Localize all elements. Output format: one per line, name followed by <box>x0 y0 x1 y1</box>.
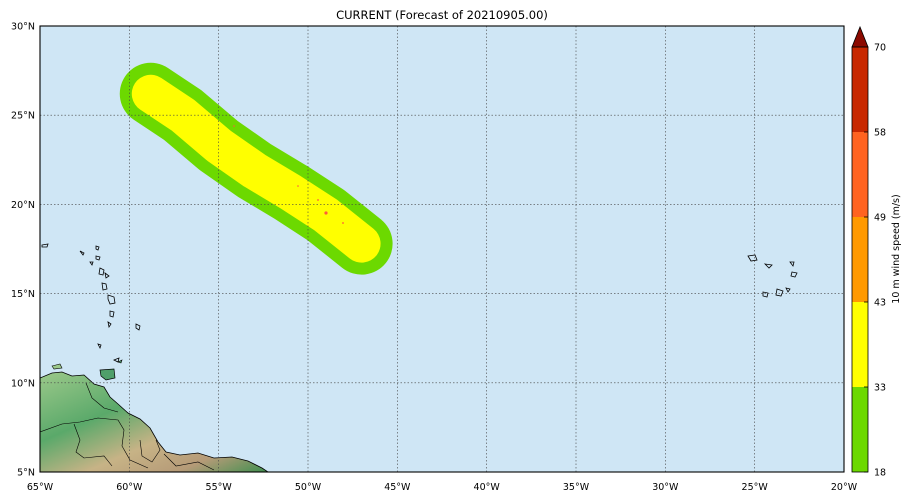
colorbar-tick-label: 49 <box>874 213 886 224</box>
lat-tick-label: 5°N <box>17 468 35 479</box>
lon-tick-label: 60°W <box>116 482 143 493</box>
colorbar-segment <box>852 132 868 217</box>
latitude-tick-labels: 30°N 25°N 20°N 15°N 10°N 5°N <box>11 22 35 479</box>
colorbar: 18 33 43 49 58 70 <box>851 25 886 479</box>
lon-tick-label: 30°W <box>652 482 679 493</box>
colorbar-label: 10 m wind speed (m/s) <box>891 194 902 303</box>
lon-tick-label: 25°W <box>742 482 769 493</box>
country-border-5 <box>73 423 113 467</box>
colorbar-segment <box>852 387 868 472</box>
colorbar-tick-label: 58 <box>874 128 886 139</box>
colorbar-segment <box>852 302 868 387</box>
colorbar-extend-max <box>851 25 869 48</box>
island-trinidad <box>99 368 116 381</box>
map-frame <box>39 25 845 473</box>
colorbar-tick-label: 18 <box>874 468 886 479</box>
lon-tick-label: 50°W <box>295 482 322 493</box>
country-border-2 <box>40 417 149 469</box>
lat-tick-label: 20°N <box>11 200 35 211</box>
lon-tick-label: 55°W <box>206 482 233 493</box>
lesser-antilles <box>41 243 141 363</box>
land-south-america <box>40 371 269 472</box>
graticule <box>40 26 844 472</box>
island-tobago <box>117 359 123 364</box>
country-border-4 <box>163 453 215 471</box>
lat-tick-label: 30°N <box>11 22 35 33</box>
wind-swath <box>119 62 393 275</box>
lat-tick-label: 15°N <box>11 289 35 300</box>
country-border-3 <box>139 439 161 463</box>
wind-band-33 <box>131 74 381 263</box>
map-title: CURRENT (Forecast of 20210905.00) <box>336 8 548 22</box>
wind-speckles <box>233 125 344 224</box>
cape-verde-islands <box>747 254 798 298</box>
country-border-1 <box>85 382 119 413</box>
colorbar-frame <box>851 46 869 473</box>
colorbar-tick-label: 33 <box>874 383 886 394</box>
colorbar-tick-label: 70 <box>874 43 886 54</box>
lon-tick-label: 40°W <box>474 482 501 493</box>
lat-tick-label: 10°N <box>11 378 35 389</box>
colorbar-tick-label: 43 <box>874 298 886 309</box>
colorbar-segment <box>852 217 868 302</box>
lon-tick-label: 20°W <box>831 482 858 493</box>
longitude-tick-labels: 65°W 60°W 55°W 50°W 45°W 40°W 35°W 30°W 25°W 20°W <box>27 482 858 493</box>
island-margarita <box>51 363 63 370</box>
lon-tick-label: 35°W <box>563 482 590 493</box>
colorbar-segment <box>852 47 868 132</box>
lat-tick-label: 25°N <box>11 111 35 122</box>
lon-tick-label: 65°W <box>27 482 54 493</box>
map-content <box>40 26 844 472</box>
lon-tick-label: 45°W <box>384 482 411 493</box>
